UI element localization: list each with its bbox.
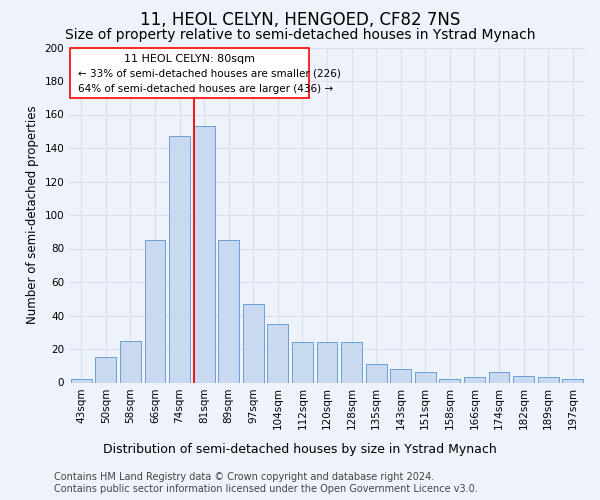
Bar (194, 126, 215, 382)
Bar (415, 372, 436, 382)
Bar (390, 369, 411, 382)
Bar (538, 378, 559, 382)
Bar (218, 240, 239, 382)
Bar (268, 324, 289, 382)
Bar (464, 378, 485, 382)
Bar (243, 304, 264, 382)
Bar (513, 376, 534, 382)
Bar (365, 364, 386, 382)
Bar (145, 240, 166, 382)
FancyBboxPatch shape (70, 48, 308, 98)
Bar (169, 136, 190, 382)
Text: 11, HEOL CELYN, HENGOED, CF82 7NS: 11, HEOL CELYN, HENGOED, CF82 7NS (140, 11, 460, 29)
Bar (317, 342, 337, 382)
Text: ← 33% of semi-detached houses are smaller (226): ← 33% of semi-detached houses are smalle… (77, 68, 340, 78)
Bar (341, 342, 362, 382)
Text: Size of property relative to semi-detached houses in Ystrad Mynach: Size of property relative to semi-detach… (65, 28, 535, 42)
Text: Contains public sector information licensed under the Open Government Licence v3: Contains public sector information licen… (54, 484, 478, 494)
Y-axis label: Number of semi-detached properties: Number of semi-detached properties (26, 106, 39, 324)
Bar (488, 372, 509, 382)
Text: 64% of semi-detached houses are larger (436) →: 64% of semi-detached houses are larger (… (77, 84, 333, 94)
Bar (95, 358, 116, 382)
Text: Distribution of semi-detached houses by size in Ystrad Mynach: Distribution of semi-detached houses by … (103, 442, 497, 456)
Bar (439, 379, 460, 382)
Bar (71, 379, 92, 382)
Bar (562, 379, 583, 382)
Text: Contains HM Land Registry data © Crown copyright and database right 2024.: Contains HM Land Registry data © Crown c… (54, 472, 434, 482)
Bar (292, 342, 313, 382)
Text: 11 HEOL CELYN: 80sqm: 11 HEOL CELYN: 80sqm (124, 54, 255, 64)
Bar (120, 340, 141, 382)
